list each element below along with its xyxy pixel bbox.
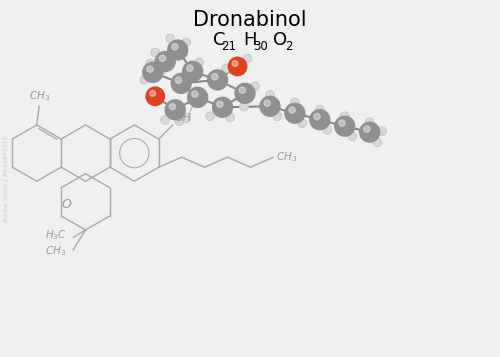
Circle shape — [168, 40, 188, 60]
Circle shape — [378, 127, 386, 135]
Circle shape — [235, 84, 255, 103]
Text: $\mathit{H_3C}$: $\mathit{H_3C}$ — [44, 228, 66, 242]
Circle shape — [323, 125, 332, 134]
Circle shape — [373, 138, 382, 146]
Text: Adobe Stock | #634977315: Adobe Stock | #634977315 — [4, 135, 10, 222]
Circle shape — [192, 91, 198, 97]
Circle shape — [364, 126, 370, 132]
Circle shape — [285, 103, 305, 123]
Circle shape — [216, 101, 223, 107]
Circle shape — [316, 106, 324, 114]
Circle shape — [147, 66, 153, 72]
Text: 21: 21 — [222, 40, 236, 53]
Circle shape — [232, 61, 238, 66]
Circle shape — [188, 87, 208, 107]
Circle shape — [182, 61, 203, 81]
Circle shape — [157, 67, 166, 76]
Circle shape — [298, 119, 306, 127]
Circle shape — [160, 55, 166, 61]
Circle shape — [169, 104, 175, 110]
Circle shape — [290, 98, 299, 106]
Circle shape — [222, 64, 230, 73]
Text: O: O — [273, 31, 287, 49]
Circle shape — [156, 51, 175, 71]
Circle shape — [226, 113, 234, 121]
Circle shape — [360, 122, 380, 142]
Circle shape — [212, 74, 218, 80]
Circle shape — [244, 54, 252, 63]
Circle shape — [172, 44, 178, 50]
Circle shape — [165, 100, 185, 120]
Text: H: H — [244, 31, 257, 49]
Circle shape — [146, 59, 154, 68]
Circle shape — [340, 112, 349, 120]
Circle shape — [140, 76, 148, 84]
Circle shape — [206, 112, 214, 120]
Circle shape — [195, 58, 203, 67]
Circle shape — [314, 114, 320, 120]
Circle shape — [151, 48, 160, 57]
Circle shape — [240, 102, 248, 111]
Circle shape — [161, 116, 170, 124]
Text: $\mathit{CH_3}$: $\mathit{CH_3}$ — [276, 150, 297, 164]
Circle shape — [146, 87, 165, 106]
Text: 30: 30 — [254, 40, 268, 53]
Circle shape — [171, 74, 191, 93]
Circle shape — [289, 107, 296, 113]
Circle shape — [366, 118, 374, 126]
Circle shape — [150, 90, 156, 96]
Circle shape — [175, 117, 184, 125]
Circle shape — [182, 38, 190, 47]
Circle shape — [178, 76, 187, 84]
Circle shape — [339, 120, 345, 126]
Circle shape — [186, 65, 193, 71]
Text: Dronabinol: Dronabinol — [193, 10, 307, 30]
Text: $\mathit{CH_3}$: $\mathit{CH_3}$ — [28, 89, 50, 103]
Text: OH: OH — [174, 113, 192, 123]
Text: 2: 2 — [285, 40, 292, 53]
Circle shape — [143, 62, 163, 82]
Circle shape — [273, 112, 281, 120]
Text: C: C — [213, 31, 226, 49]
Circle shape — [266, 91, 274, 99]
Circle shape — [228, 57, 247, 76]
Circle shape — [182, 114, 190, 122]
Circle shape — [208, 70, 228, 90]
Circle shape — [260, 96, 280, 116]
Circle shape — [239, 87, 246, 93]
Circle shape — [335, 116, 354, 136]
Text: O: O — [62, 198, 72, 211]
Circle shape — [212, 97, 233, 117]
Circle shape — [166, 34, 174, 43]
Circle shape — [348, 132, 356, 140]
Circle shape — [264, 100, 270, 106]
Circle shape — [250, 82, 259, 91]
Circle shape — [175, 77, 182, 84]
Circle shape — [310, 110, 330, 130]
Text: $\mathit{CH_3}$: $\mathit{CH_3}$ — [46, 244, 66, 258]
